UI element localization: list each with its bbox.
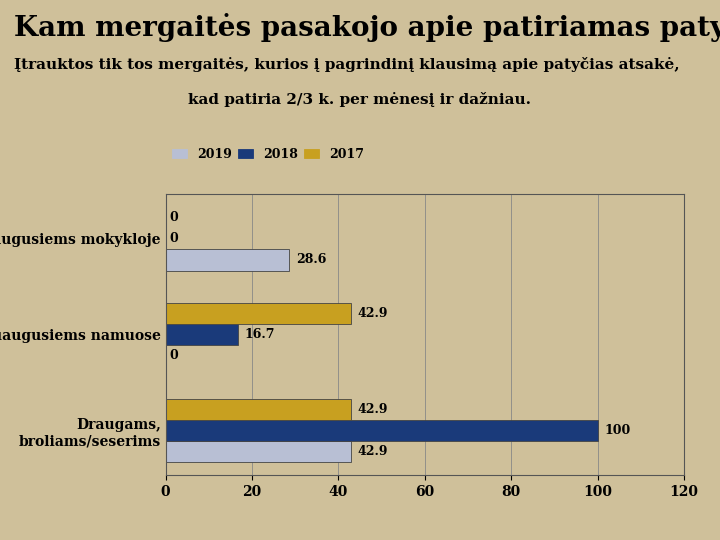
Text: 42.9: 42.9 <box>357 403 388 416</box>
Text: 16.7: 16.7 <box>244 328 275 341</box>
Text: 28.6: 28.6 <box>296 253 326 266</box>
Bar <box>166 249 289 271</box>
Text: 0: 0 <box>169 349 178 362</box>
Text: 42.9: 42.9 <box>357 446 388 458</box>
Bar <box>166 441 351 462</box>
Bar <box>166 399 351 420</box>
Text: 0: 0 <box>169 232 178 245</box>
Text: 42.9: 42.9 <box>357 307 388 320</box>
Text: Įtrauktos tik tos mergaitės, kurios į pagrindinį klausimą apie patyčias atsakė,: Įtrauktos tik tos mergaitės, kurios į pa… <box>14 57 680 72</box>
Text: 100: 100 <box>604 424 630 437</box>
Legend: 2019, 2018, 2017: 2019, 2018, 2017 <box>166 143 369 166</box>
Text: Kam mergaitės pasakojo apie patiriamas patyčias? (%): Kam mergaitės pasakojo apie patiriamas p… <box>14 14 720 43</box>
Bar <box>166 420 598 441</box>
Bar <box>166 324 238 346</box>
Text: kad patiria 2/3 k. per mėnesį ir dažniau.: kad patiria 2/3 k. per mėnesį ir dažniau… <box>189 92 531 107</box>
Text: 0: 0 <box>169 211 178 224</box>
Bar <box>166 303 351 324</box>
